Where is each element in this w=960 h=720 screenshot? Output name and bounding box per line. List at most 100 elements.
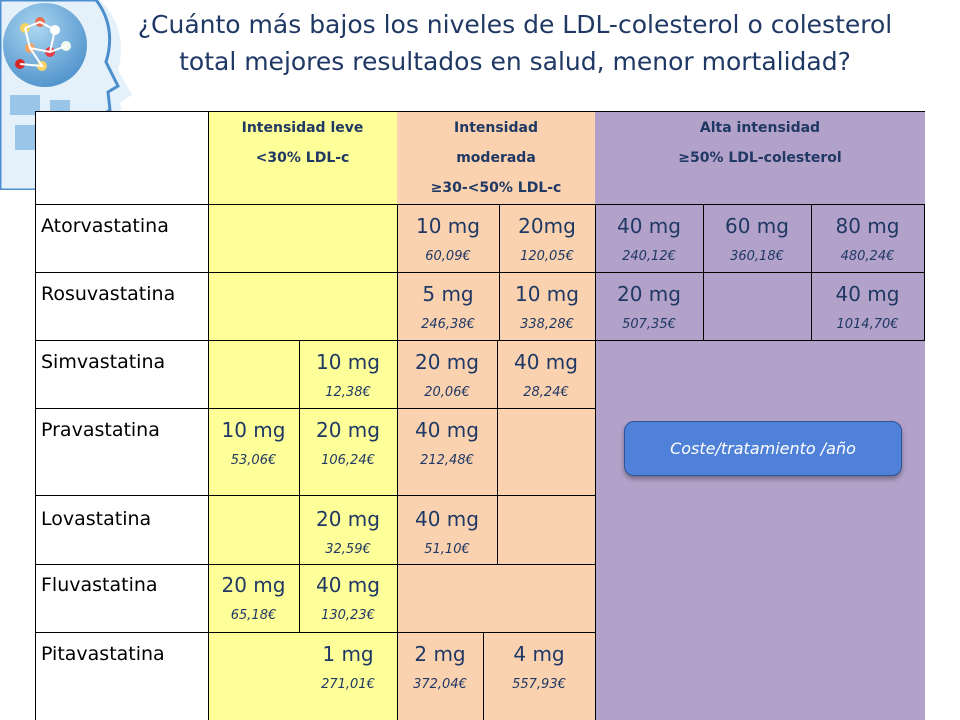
price-label: 120,05€ bbox=[520, 249, 574, 264]
header-leve-line-1: Intensidad leve bbox=[241, 120, 364, 136]
row-lovastatina-moderada-cell bbox=[397, 495, 595, 564]
dose-label: 40 mg bbox=[415, 418, 479, 442]
price-label: 372,04€ bbox=[413, 677, 467, 692]
header-leve: Intensidad leve <30% LDL-c bbox=[208, 113, 397, 173]
dose-label: 20 mg bbox=[316, 418, 380, 442]
grid-line bbox=[35, 408, 595, 409]
grid-line bbox=[35, 340, 925, 341]
row-fluvastatina-moderada-cell bbox=[397, 564, 595, 632]
dose-label: 10 mg bbox=[416, 214, 480, 238]
header-empty-cell bbox=[35, 111, 208, 204]
price-label: 65,18€ bbox=[230, 608, 277, 623]
header-leve-cell bbox=[208, 111, 397, 204]
header-moderada-line-1: Intensidad bbox=[454, 120, 538, 136]
grid-line bbox=[35, 204, 925, 205]
row-fluvastatina-leve-cell bbox=[208, 564, 397, 632]
dose-label: 40 mg bbox=[316, 573, 380, 597]
price-label: 240,12€ bbox=[622, 249, 676, 264]
header-alta-line-1: Alta intensidad bbox=[699, 120, 821, 136]
page-title: ¿Cuánto más bajos los niveles de LDL-col… bbox=[105, 6, 925, 80]
drug-name-fluvastatina: Fluvastatina bbox=[41, 574, 158, 596]
grid-line bbox=[397, 204, 398, 720]
dose-label: 40 mg bbox=[617, 214, 681, 238]
price-label: 246,38€ bbox=[421, 317, 475, 332]
row-pravastatina-name-cell bbox=[35, 408, 208, 495]
grid-line bbox=[299, 340, 300, 408]
price-label: 32,59€ bbox=[325, 542, 371, 557]
price-label: 557,93€ bbox=[512, 677, 566, 692]
row-pitavastatina-moderada-cell bbox=[397, 632, 595, 720]
row-pitavastatina-name-cell bbox=[35, 632, 208, 720]
grid-line bbox=[35, 632, 595, 633]
price-label: 212,48€ bbox=[420, 453, 474, 468]
grid-line bbox=[483, 632, 484, 720]
statin-table: Intensidad leve <30% LDL-c Intensidad mo… bbox=[35, 111, 925, 720]
title-line-2: total mejores resultados en salud, menor… bbox=[179, 47, 851, 76]
price-label: 360,18€ bbox=[730, 249, 784, 264]
row-pravastatina-leve-cell bbox=[208, 408, 397, 495]
row-lovastatina-name-cell bbox=[35, 495, 208, 564]
dose-label: 2 mg bbox=[414, 642, 466, 666]
dose-label: 20 mg bbox=[221, 573, 286, 597]
cost-per-year-callout: Coste/tratamiento /año bbox=[624, 421, 902, 476]
grid-line bbox=[811, 204, 812, 340]
header-moderada-line-2: moderada bbox=[456, 150, 536, 166]
row-simvastatina-moderada-cell bbox=[397, 340, 595, 408]
row-simvastatina-empty-cell bbox=[208, 340, 299, 408]
header-alta-cell bbox=[595, 111, 925, 204]
header-moderada-cell bbox=[397, 111, 595, 204]
title-line-1: ¿Cuánto más bajos los niveles de LDL-col… bbox=[137, 10, 893, 39]
row-lovastatina-leve-cell bbox=[208, 495, 397, 564]
dose-label: 80 mg bbox=[835, 214, 900, 238]
dose-label: 1 mg bbox=[322, 642, 374, 666]
grid-line bbox=[35, 272, 925, 273]
price-label: 271,01€ bbox=[321, 677, 375, 692]
price-label: 60,09€ bbox=[425, 249, 471, 264]
row-atorvastatina-leve-cell bbox=[208, 204, 397, 272]
dose-label: 5 mg bbox=[422, 282, 474, 306]
row-simvastatina-leve-cell bbox=[299, 340, 397, 408]
price-label: 28,24€ bbox=[523, 385, 569, 400]
grid-line bbox=[35, 495, 595, 496]
dose-label: 10 mg bbox=[515, 282, 579, 306]
header-moderada-line-3: ≥30-<50% LDL-c bbox=[430, 180, 562, 196]
price-label: 53,06€ bbox=[230, 453, 277, 468]
dose-label: 10 mg bbox=[221, 418, 286, 442]
drug-name-pravastatina: Pravastatina bbox=[41, 419, 160, 441]
dose-label: 40 mg bbox=[514, 350, 578, 374]
grid-line bbox=[499, 204, 500, 340]
drug-name-simvastatina: Simvastatina bbox=[41, 351, 166, 373]
drug-name-pitavastatina: Pitavastatina bbox=[41, 643, 165, 665]
price-label: 480,24€ bbox=[840, 249, 895, 264]
price-label: 1014,70€ bbox=[836, 317, 899, 332]
grid-line bbox=[497, 340, 498, 408]
header-alta: Alta intensidad ≥50% LDL-colesterol bbox=[595, 113, 925, 173]
grid-line bbox=[299, 408, 300, 632]
row-rosuvastatina-moderada-cell bbox=[397, 272, 595, 340]
dose-label: 20 mg bbox=[316, 507, 380, 531]
grid-line bbox=[35, 111, 925, 112]
row-atorvastatina-moderada-cell bbox=[397, 204, 595, 272]
header-leve-line-2: <30% LDL-c bbox=[255, 150, 350, 166]
dose-label: 20 mg bbox=[415, 350, 479, 374]
grid-line bbox=[703, 204, 704, 340]
price-label: 51,10€ bbox=[424, 542, 470, 557]
dose-label: 60 mg bbox=[725, 214, 789, 238]
grid-line bbox=[497, 408, 498, 564]
row-fluvastatina-name-cell bbox=[35, 564, 208, 632]
row-pravastatina-moderada-cell bbox=[397, 408, 595, 495]
price-label: 106,24€ bbox=[321, 453, 375, 468]
header-moderada: Intensidad moderada ≥30-<50% LDL-c bbox=[397, 113, 595, 203]
grid-line bbox=[208, 111, 209, 720]
dose-label: 10 mg bbox=[316, 350, 380, 374]
alta-merged-block bbox=[595, 340, 925, 720]
price-label: 12,38€ bbox=[325, 385, 371, 400]
header-alta-line-2: ≥50% LDL-colesterol bbox=[678, 150, 842, 166]
row-rosuvastatina-leve-cell bbox=[208, 272, 397, 340]
grid-line bbox=[35, 564, 595, 565]
dose-label: 40 mg bbox=[835, 282, 900, 306]
grid-line bbox=[595, 204, 596, 720]
row-atorvastatina-name-cell bbox=[35, 204, 208, 272]
row-atorvastatina-alta-cell bbox=[595, 204, 925, 272]
drug-name-atorvastatina: Atorvastatina bbox=[41, 215, 169, 237]
